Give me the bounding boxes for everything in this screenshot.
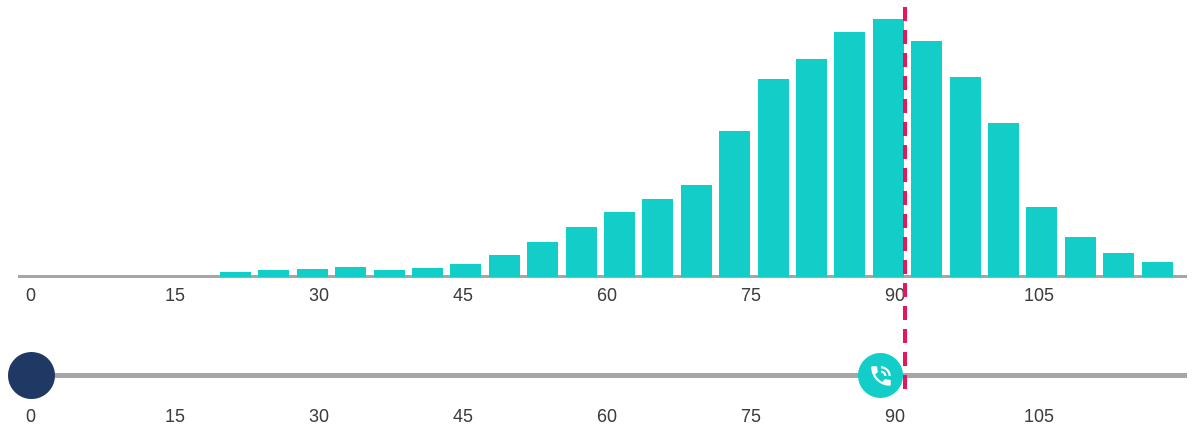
histogram-bar [872, 19, 904, 277]
histogram-bar [373, 270, 405, 277]
slider-tick-label: 60 [596, 406, 618, 426]
x-axis-tick-label: 45 [452, 285, 474, 305]
histogram-bar [488, 255, 520, 277]
histogram-bar [949, 77, 981, 277]
slider-handle-phone[interactable] [858, 353, 904, 398]
histogram-bar [450, 264, 482, 277]
x-axis-tick-label: 30 [308, 285, 330, 305]
histogram-bar [258, 270, 290, 277]
slider-tick-label: 90 [884, 406, 906, 426]
slider-track[interactable] [18, 373, 1187, 378]
histogram-bar [565, 227, 597, 277]
histogram-bar [220, 272, 251, 277]
slider-tick-label: 30 [308, 406, 330, 426]
x-axis-tick-label: 60 [596, 285, 618, 305]
histogram-bar [719, 131, 751, 277]
phone-volume-icon [870, 365, 891, 386]
histogram-bar [642, 199, 674, 277]
slider-tick-label: 75 [740, 406, 762, 426]
threshold-marker-line [902, 7, 907, 398]
x-axis-tick-label: 75 [740, 285, 762, 305]
histogram-bar [796, 59, 827, 277]
slider-tick-label: 105 [1023, 406, 1055, 426]
slider-tick-label: 45 [452, 406, 474, 426]
x-axis-tick-label: 0 [25, 285, 36, 305]
x-axis-tick-label: 15 [164, 285, 186, 305]
histogram-bar [1103, 253, 1135, 277]
histogram-bar [296, 269, 328, 277]
histogram-bar [1064, 237, 1096, 277]
histogram-bar [680, 185, 712, 277]
slider-tick-label: 15 [164, 406, 186, 426]
histogram-bar [335, 267, 367, 277]
histogram-bar [834, 32, 866, 277]
histogram-baseline [18, 275, 1187, 278]
histogram-bar [1026, 207, 1058, 277]
histogram-bar [757, 79, 789, 277]
histogram-bar [988, 123, 1019, 277]
histogram-bar [527, 242, 559, 277]
histogram-bar [604, 212, 635, 277]
slider-tick-label: 0 [25, 406, 36, 426]
histogram-bar [1141, 262, 1173, 277]
x-axis-tick-label: 105 [1023, 285, 1055, 305]
histogram-bar [911, 41, 943, 277]
slider-handle-start[interactable] [7, 352, 55, 399]
x-axis-tick-label: 90 [884, 285, 906, 305]
histogram-bar [412, 268, 443, 277]
